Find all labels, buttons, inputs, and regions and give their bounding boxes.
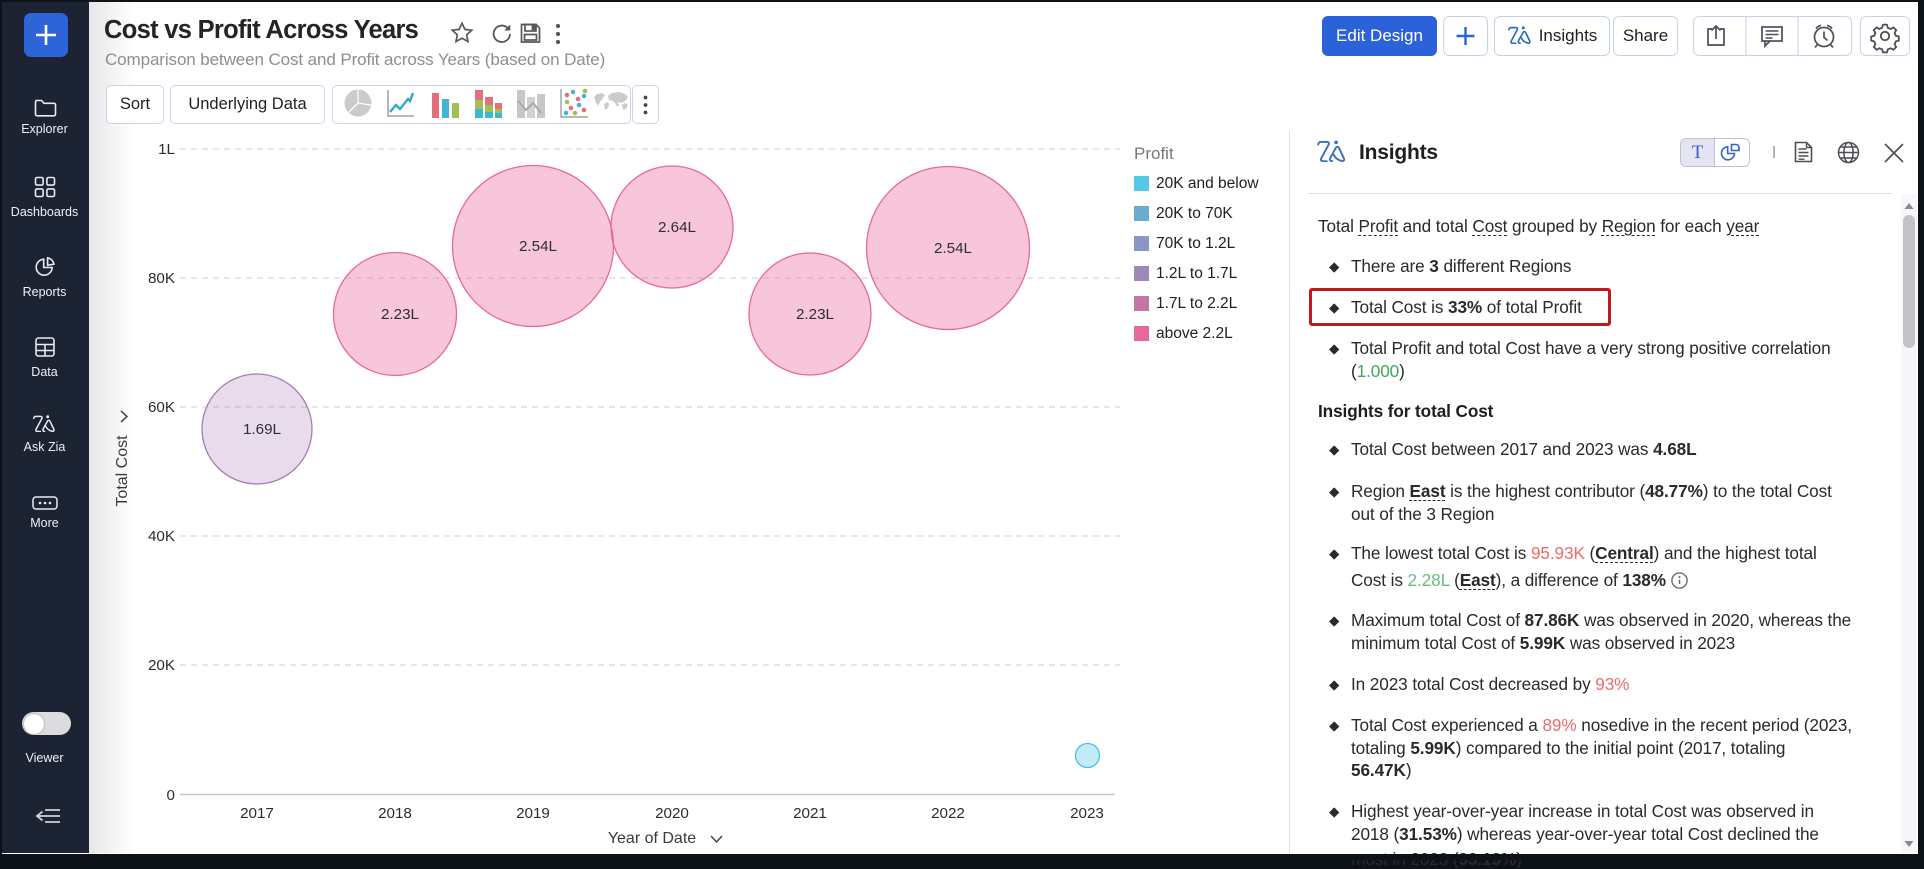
svg-text:2023: 2023 (1070, 805, 1104, 822)
svg-text:2020: 2020 (655, 805, 689, 822)
svg-text:80K: 80K (148, 270, 175, 287)
svg-text:2018: 2018 (378, 805, 412, 822)
svg-text:2019: 2019 (516, 805, 550, 822)
svg-text:2.64L: 2.64L (658, 219, 696, 236)
svg-text:2021: 2021 (793, 805, 827, 822)
svg-text:0: 0 (167, 787, 175, 804)
svg-text:1L: 1L (158, 141, 175, 158)
svg-text:20K: 20K (148, 657, 175, 674)
svg-text:2.54L: 2.54L (934, 240, 972, 257)
svg-text:2.23L: 2.23L (796, 306, 834, 323)
svg-text:2.23L: 2.23L (381, 306, 419, 323)
svg-text:40K: 40K (148, 528, 175, 545)
svg-text:60K: 60K (148, 399, 175, 416)
svg-text:1.69L: 1.69L (243, 421, 281, 438)
svg-text:Total Cost: Total Cost (114, 435, 131, 507)
svg-text:2.54L: 2.54L (519, 238, 557, 255)
svg-text:Year of Date: Year of Date (608, 830, 696, 847)
svg-text:2017: 2017 (240, 805, 274, 822)
svg-text:2022: 2022 (931, 805, 965, 822)
